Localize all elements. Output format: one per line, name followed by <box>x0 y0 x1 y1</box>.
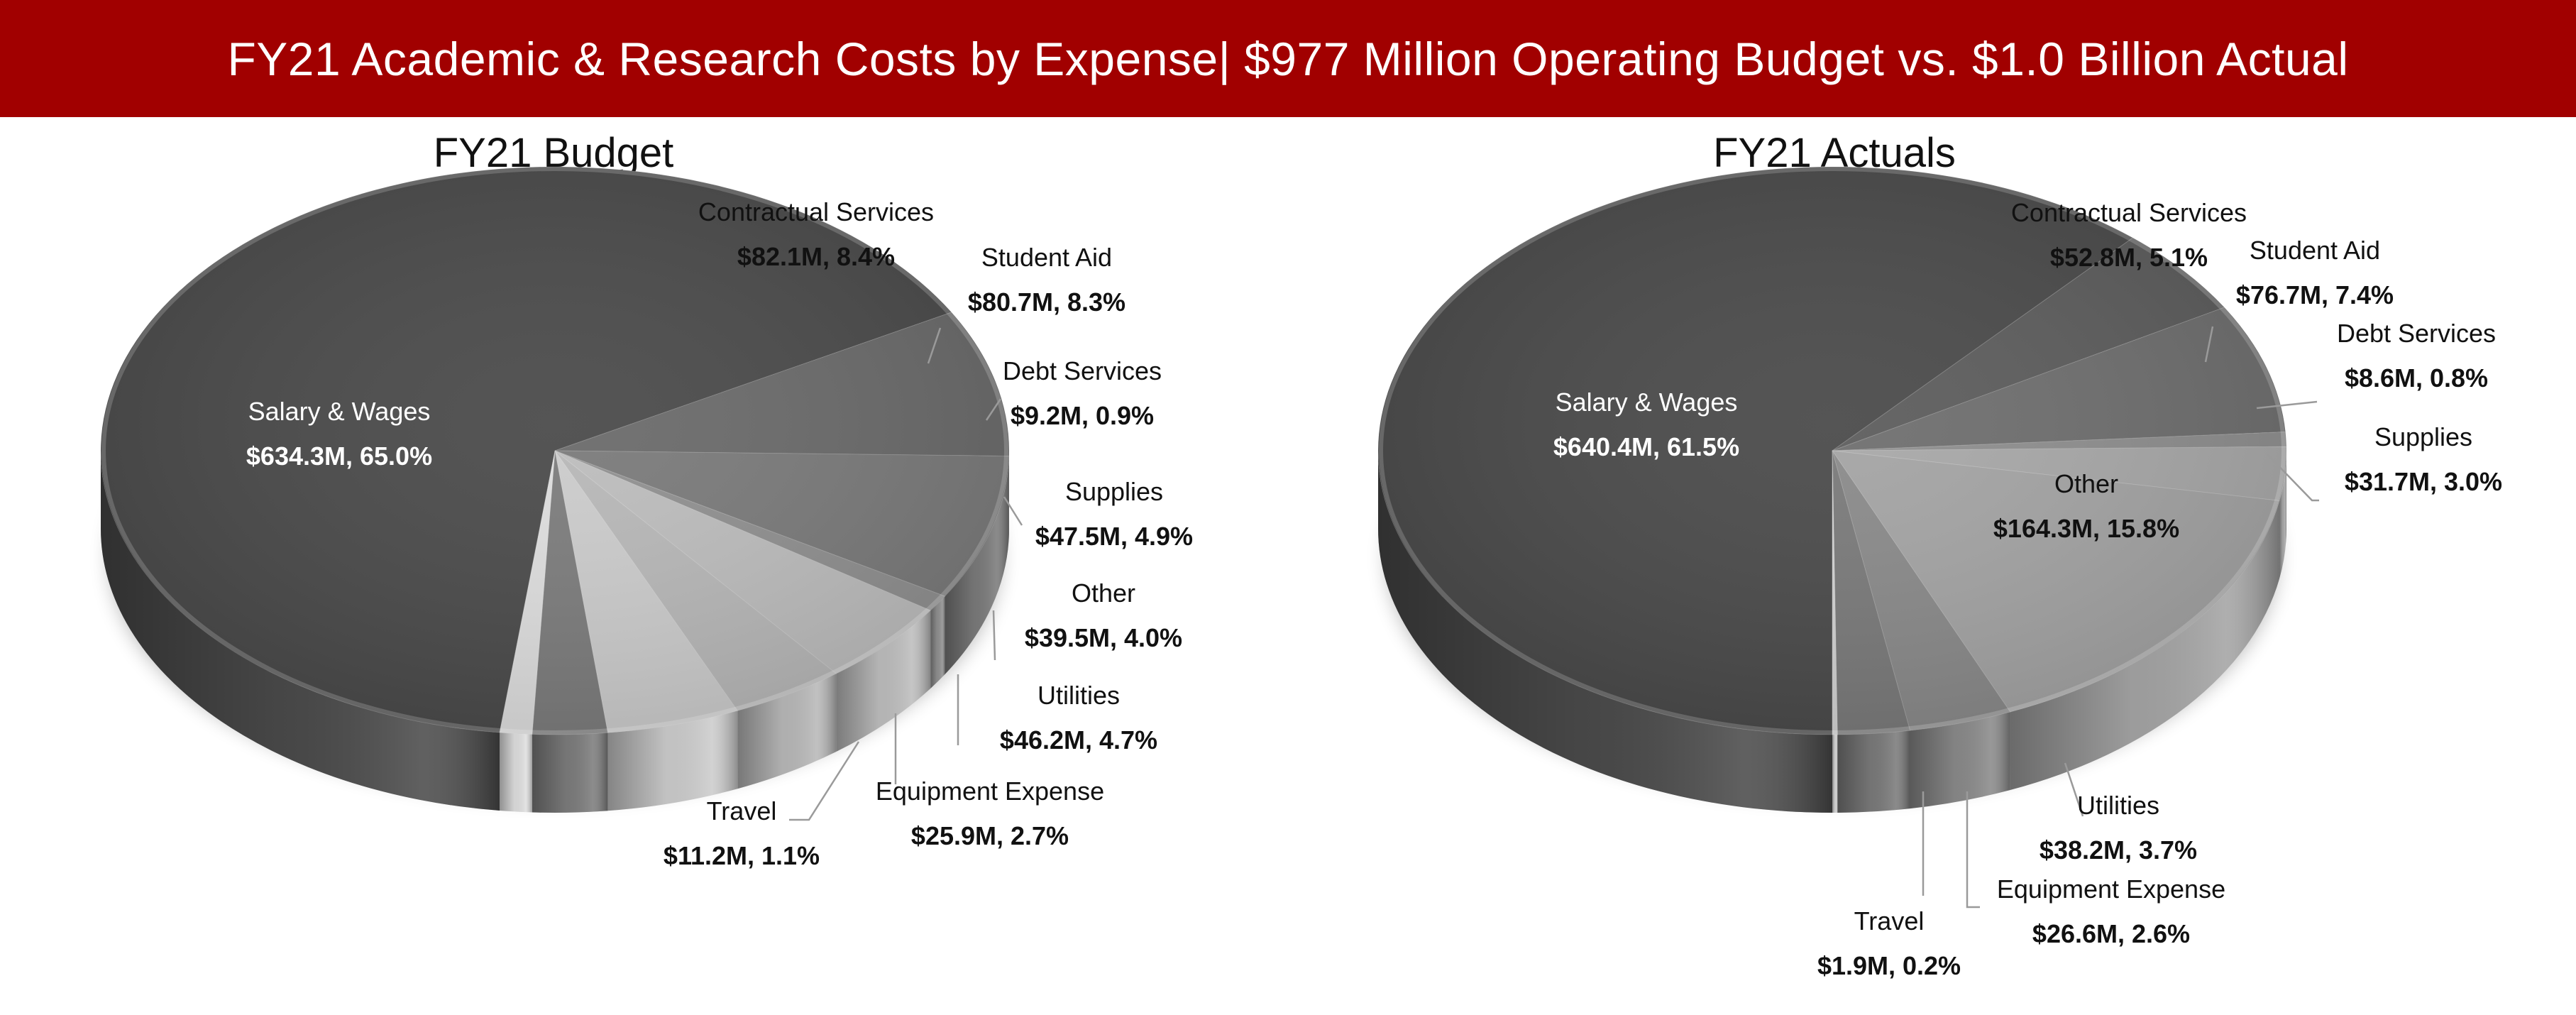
budget-pie: Salary & Wages $634.3M, 65.0% Contractual … <box>100 166 1193 870</box>
actuals-value-contractual-services: $52.8M, 5.1% <box>2050 243 2208 272</box>
budget-label-other: Other <box>1072 578 1135 608</box>
actuals-value-debt-services: $8.6M, 0.8% <box>2345 363 2488 393</box>
actuals-value-student-aid: $76.7M, 7.4% <box>2236 280 2394 309</box>
actuals-label-travel: Travel <box>1854 906 1925 936</box>
budget-value-utilities: $46.2M, 4.7% <box>1000 725 1157 755</box>
actuals-label-supplies: Supplies <box>2374 422 2472 451</box>
actuals-value-salary-and-wages: $640.4M, 61.5% <box>1553 432 1739 461</box>
actuals-label-utilities: Utilities <box>2077 791 2159 820</box>
actuals-value-other: $164.3M, 15.8% <box>1993 514 2179 543</box>
actuals-label-debt-services: Debt Services <box>2337 319 2496 348</box>
budget-leader-supplies <box>1003 496 1023 526</box>
budget-value-student-aid: $80.7M, 8.3% <box>968 287 1125 317</box>
budget-label-student-aid: Student Aid <box>981 243 1112 272</box>
budget-label-contractual-services: Contractual Services <box>698 197 934 226</box>
budget-value-debt-services: $9.2M, 0.9% <box>1011 401 1154 430</box>
budget-value-contractual-services: $82.1M, 8.4% <box>737 242 895 271</box>
page-title: FY21 Academic & Research Costs by Expens… <box>227 32 2349 85</box>
actuals-leader-supplies <box>2267 454 2319 502</box>
actuals-leader-utilities <box>2064 762 2084 817</box>
actuals-label-salary-and-wages: Salary & Wages <box>1556 388 1738 417</box>
budget-label-salary-and-wages: Salary & Wages <box>248 397 431 426</box>
budget-leader-debt-services <box>985 398 1002 421</box>
budget-value-other: $39.5M, 4.0% <box>1025 623 1182 652</box>
budget-value-travel: $11.2M, 1.1% <box>664 841 820 870</box>
actuals-leader-debt-services <box>2256 400 2318 410</box>
actuals-value-utilities: $38.2M, 3.7% <box>2040 835 2197 865</box>
budget-label-supplies: Supplies <box>1065 477 1163 506</box>
budget-label-debt-services: Debt Services <box>1003 356 1162 385</box>
actuals-label-other: Other <box>2054 469 2118 498</box>
actuals-label-student-aid: Student Aid <box>2250 236 2380 265</box>
actuals-leader-student-aid <box>2204 326 2214 363</box>
actuals-label-contractual-services: Contractual Services <box>2011 198 2247 227</box>
budget-leader-travel <box>789 741 860 821</box>
actuals-leader-equipment-expense <box>1966 791 1980 909</box>
actuals-value-travel: $1.9M, 0.2% <box>1817 951 1961 980</box>
budget-leader-student-aid <box>927 327 942 364</box>
actuals-value-equipment-expense: $26.6M, 2.6% <box>2032 919 2190 948</box>
budget-value-equipment-expense: $25.9M, 2.7% <box>911 821 1069 850</box>
budget-value-salary-and-wages: $634.3M, 65.0% <box>246 441 432 471</box>
title-banner: FY21 Academic & Research Costs by Expens… <box>0 0 2576 117</box>
actuals-pie: Salary & Wages $640.4M, 61.5% Contractual … <box>1377 166 2502 980</box>
budget-value-supplies: $47.5M, 4.9% <box>1035 522 1193 551</box>
budget-label-utilities: Utilities <box>1037 681 1120 710</box>
actuals-label-equipment-expense: Equipment Expense <box>1997 874 2225 904</box>
actuals-value-supplies: $31.7M, 3.0% <box>2345 467 2502 496</box>
budget-label-equipment-expense: Equipment Expense <box>876 777 1104 806</box>
budget-leader-other <box>992 610 996 661</box>
budget-label-travel: Travel <box>707 796 777 825</box>
